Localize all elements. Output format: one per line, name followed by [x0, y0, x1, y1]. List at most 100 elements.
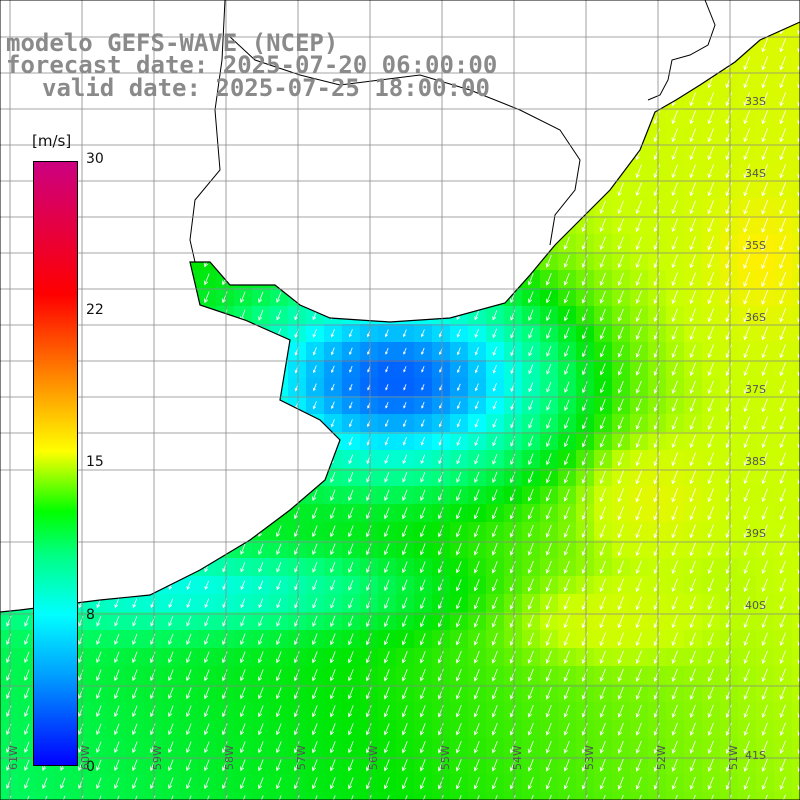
wind-arrow-head [563, 496, 568, 502]
wind-arrow-head [689, 425, 694, 431]
wind-arrow-head [707, 335, 712, 341]
wind-arrow-head [725, 371, 730, 377]
speed-cell [792, 72, 800, 90]
wind-arrow [761, 289, 769, 305]
wind-arrow-head [419, 658, 425, 664]
wind-arrow-head [383, 640, 389, 646]
wind-arrow-head [617, 209, 622, 215]
wind-arrow [168, 598, 174, 608]
wind-arrow [600, 290, 606, 304]
wind-arrow-head [293, 658, 299, 664]
wind-arrow-head [367, 351, 370, 355]
wind-arrow [744, 398, 750, 412]
wind-arrow-head [761, 335, 766, 341]
wind-arrow-head [420, 478, 425, 483]
wind-arrow [204, 580, 210, 590]
speed-cell [792, 306, 800, 324]
wind-arrow-head [761, 246, 766, 251]
wind-arrow [546, 254, 552, 268]
wind-arrow [546, 560, 552, 574]
wind-arrow [690, 92, 696, 106]
wind-arrow-head [671, 641, 676, 647]
wind-arrow [779, 289, 787, 305]
wind-arrow [312, 598, 318, 608]
wind-arrow [384, 651, 390, 663]
wind-arrow [258, 615, 264, 627]
wind-arrow [582, 650, 588, 664]
wind-arrow-head [402, 423, 406, 428]
wind-arrow-head [527, 605, 532, 610]
wind-arrow-head [617, 479, 622, 485]
wind-arrow [726, 416, 732, 430]
wind-arrow [186, 598, 192, 608]
wind-arrow-head [384, 478, 389, 483]
wind-arrow [600, 200, 606, 214]
wind-arrow [384, 525, 390, 537]
wind-arrow [114, 616, 120, 626]
wind-arrow [546, 578, 552, 592]
wind-arrow-head [725, 641, 730, 646]
wind-arrow [798, 82, 800, 88]
wind-arrow [114, 651, 120, 663]
wind-arrow [762, 128, 768, 142]
wind-arrow [402, 472, 408, 482]
wind-arrow [636, 182, 642, 196]
wind-arrow [421, 401, 425, 409]
wind-arrow-head [186, 604, 191, 609]
wind-arrow [403, 347, 407, 355]
wind-arrow-head [527, 641, 532, 646]
wind-arrow-head [276, 640, 281, 646]
wind-arrow-head [671, 623, 676, 629]
wind-arrow [798, 478, 800, 484]
wind-arrow [744, 542, 750, 556]
wind-arrow [690, 290, 696, 304]
wind-arrow-head [221, 298, 227, 304]
wind-arrow [240, 633, 246, 645]
wind-arrow-head [797, 479, 800, 485]
wind-arrow-head [222, 604, 227, 609]
wind-arrow [672, 164, 678, 178]
wind-arrow [420, 597, 426, 609]
wind-arrow [779, 200, 787, 214]
wind-arrow [528, 507, 534, 519]
wind-arrow [438, 615, 444, 627]
wind-arrow-head [349, 351, 352, 355]
wind-arrow [726, 164, 732, 178]
wind-arrow-head [743, 83, 748, 89]
wind-arrow [744, 380, 750, 394]
wind-arrow-head [653, 587, 658, 593]
wind-arrow-head [114, 658, 119, 664]
wind-arrow-head [509, 622, 514, 628]
wind-arrow-head [725, 551, 730, 557]
wind-arrow [672, 326, 678, 340]
wind-arrow [186, 580, 192, 590]
wind-arrow-head [455, 604, 461, 610]
wind-arrow [402, 633, 408, 645]
wind-arrow-head [456, 405, 460, 410]
wind-arrow-head [761, 137, 766, 143]
wind-arrow [636, 524, 642, 538]
wind-arrow [798, 514, 800, 520]
wind-arrow [366, 633, 372, 645]
wind-arrow [456, 561, 462, 573]
wind-arrow-head [419, 550, 425, 556]
wind-arrow [474, 615, 480, 627]
wind-arrow-head [779, 587, 784, 593]
wind-arrow [438, 525, 444, 537]
wind-arrow-head [581, 334, 587, 340]
wind-arrow [726, 92, 732, 106]
wind-arrow-head [401, 568, 407, 574]
wind-arrow [798, 460, 800, 466]
wind-arrow [690, 632, 696, 646]
speed-cell [792, 252, 800, 270]
wind-arrow-head [653, 137, 658, 143]
wind-arrow-head [653, 569, 658, 575]
wind-arrow [672, 434, 678, 448]
wind-arrow-head [671, 137, 676, 143]
wind-arrow-head [401, 532, 407, 538]
wind-arrow-head [707, 353, 712, 359]
wind-arrow-head [653, 515, 658, 521]
wind-arrow [349, 329, 353, 337]
wind-arrow [600, 327, 606, 339]
wind-arrow-head [761, 659, 766, 664]
